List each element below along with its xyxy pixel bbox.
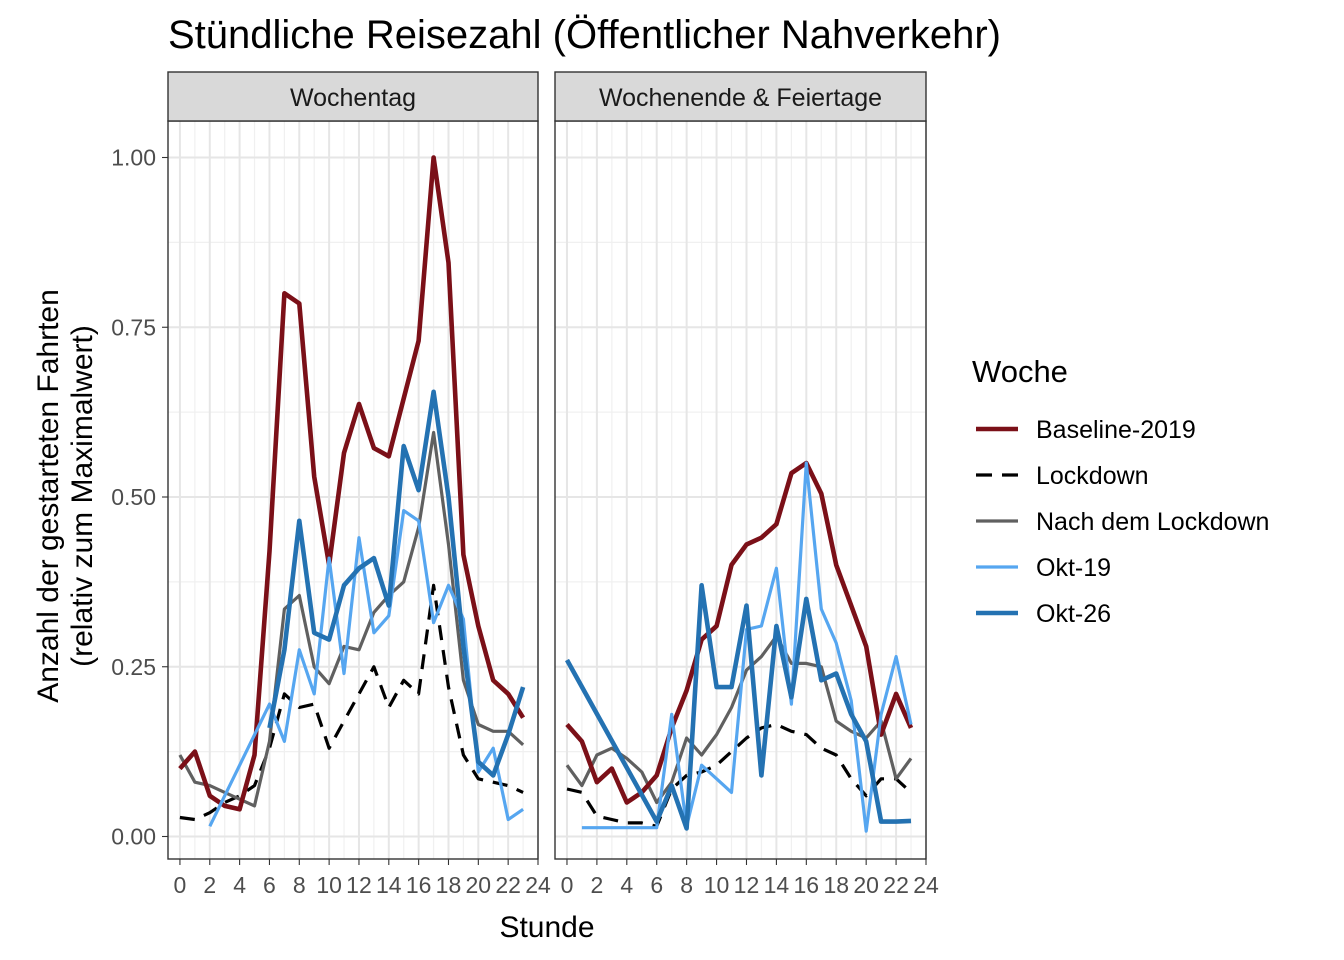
x-tick-label: 6 [650, 872, 663, 898]
series-line-okt-26 [267, 389, 526, 778]
legend-label: Okt-26 [1036, 600, 1111, 628]
facet-strip [554, 71, 927, 122]
series-line-okt-19 [208, 509, 525, 828]
y-axis-title-line1: Anzahl der gestarteten Fahrten [32, 289, 65, 703]
x-tick-label: 24 [525, 872, 551, 898]
legend-title: Woche [972, 354, 1068, 389]
x-tick-label: 20 [853, 872, 879, 898]
x-tick-label: 14 [376, 872, 402, 898]
x-tick-label: 22 [883, 872, 909, 898]
x-tick-label: 6 [263, 872, 276, 898]
x-tick-label: 10 [316, 872, 342, 898]
x-axis-title: Stunde [499, 911, 594, 944]
legend-label: Okt-19 [1036, 554, 1111, 582]
x-tick-label: 18 [823, 872, 849, 898]
x-tick-label: 8 [293, 872, 306, 898]
panel-background [168, 121, 538, 859]
x-tick-label: 16 [794, 872, 820, 898]
x-tick-label: 14 [764, 872, 790, 898]
x-tick-label: 12 [734, 872, 760, 898]
series-line-baseline-2019 [565, 460, 914, 805]
x-tick-label: 0 [561, 872, 574, 898]
x-tick-label: 12 [346, 872, 372, 898]
x-tick-label: 10 [704, 872, 730, 898]
y-tick-label: 0.50 [111, 484, 156, 510]
series-line-lockdown [566, 722, 913, 828]
facet-strip-label: Wochentag [290, 84, 416, 112]
x-tick-label: 2 [590, 872, 603, 898]
y-axis-title-line2: (relativ zum Maximalwert) [66, 325, 99, 667]
x-tick-label: 22 [495, 872, 521, 898]
legend-label: Lockdown [1036, 462, 1149, 490]
legend-label: Baseline-2019 [1036, 416, 1196, 444]
facet-strip-label: Wochenende & Feiertage [599, 84, 882, 112]
series-line-nach-dem-lockdown [178, 430, 525, 808]
x-tick-label: 4 [233, 872, 246, 898]
legend-label: Nach dem Lockdown [1036, 508, 1269, 536]
series-line-okt-26 [564, 582, 912, 831]
x-tick-label: 18 [436, 872, 462, 898]
series-line-baseline-2019 [178, 155, 526, 812]
facet-strip [167, 71, 539, 122]
x-tick-label: 0 [174, 872, 187, 898]
y-tick-label: 1.00 [111, 145, 156, 171]
x-tick-label: 8 [680, 872, 693, 898]
legend: Woche Baseline-2019 Lockdown Nach dem Lock… [972, 354, 1269, 628]
x-tick-label: 16 [406, 872, 432, 898]
chart-title: Stündliche Reisezahl (Öffentlicher Nahve… [168, 13, 1001, 57]
x-tick-label: 20 [466, 872, 492, 898]
y-tick-label: 0.75 [111, 314, 156, 340]
x-tick-label: 4 [620, 872, 633, 898]
y-tick-label: 0.00 [111, 824, 156, 850]
x-tick-label: 24 [913, 872, 939, 898]
y-tick-label: 0.25 [111, 654, 156, 680]
x-tick-label: 2 [203, 872, 216, 898]
